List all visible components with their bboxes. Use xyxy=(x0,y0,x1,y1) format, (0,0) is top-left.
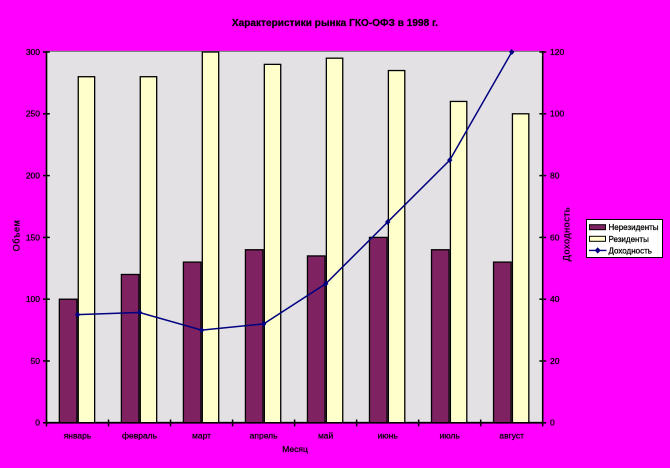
svg-text:март: март xyxy=(192,430,211,440)
svg-text:300: 300 xyxy=(26,47,40,57)
svg-text:40: 40 xyxy=(550,294,560,304)
svg-text:Резиденты: Резиденты xyxy=(609,235,650,244)
svg-text:Месяц: Месяц xyxy=(282,444,308,454)
svg-text:Объем: Объем xyxy=(12,220,22,252)
svg-text:август: август xyxy=(499,430,524,440)
svg-text:100: 100 xyxy=(550,109,564,119)
svg-text:Доходность: Доходность xyxy=(562,207,572,261)
svg-text:январь: январь xyxy=(64,430,92,440)
svg-text:апрель: апрель xyxy=(250,430,278,440)
svg-text:май: май xyxy=(318,430,334,440)
svg-text:120: 120 xyxy=(550,47,564,57)
svg-text:150: 150 xyxy=(26,232,40,242)
svg-text:Нерезиденты: Нерезиденты xyxy=(609,223,659,232)
svg-text:60: 60 xyxy=(550,232,560,242)
svg-text:июнь: июнь xyxy=(378,430,399,440)
svg-text:20: 20 xyxy=(550,356,560,366)
svg-text:100: 100 xyxy=(26,294,40,304)
svg-text:Характеристики рынка ГКО-ОФЗ в: Характеристики рынка ГКО-ОФЗ в 1998 г. xyxy=(232,18,438,29)
svg-text:февраль: февраль xyxy=(122,430,158,440)
svg-text:0: 0 xyxy=(550,418,555,428)
svg-text:250: 250 xyxy=(26,109,40,119)
svg-text:0: 0 xyxy=(35,418,40,428)
svg-text:Доходность: Доходность xyxy=(609,246,652,255)
svg-text:200: 200 xyxy=(26,171,40,181)
svg-text:50: 50 xyxy=(31,356,41,366)
svg-text:80: 80 xyxy=(550,171,560,181)
svg-text:июль: июль xyxy=(439,430,460,440)
